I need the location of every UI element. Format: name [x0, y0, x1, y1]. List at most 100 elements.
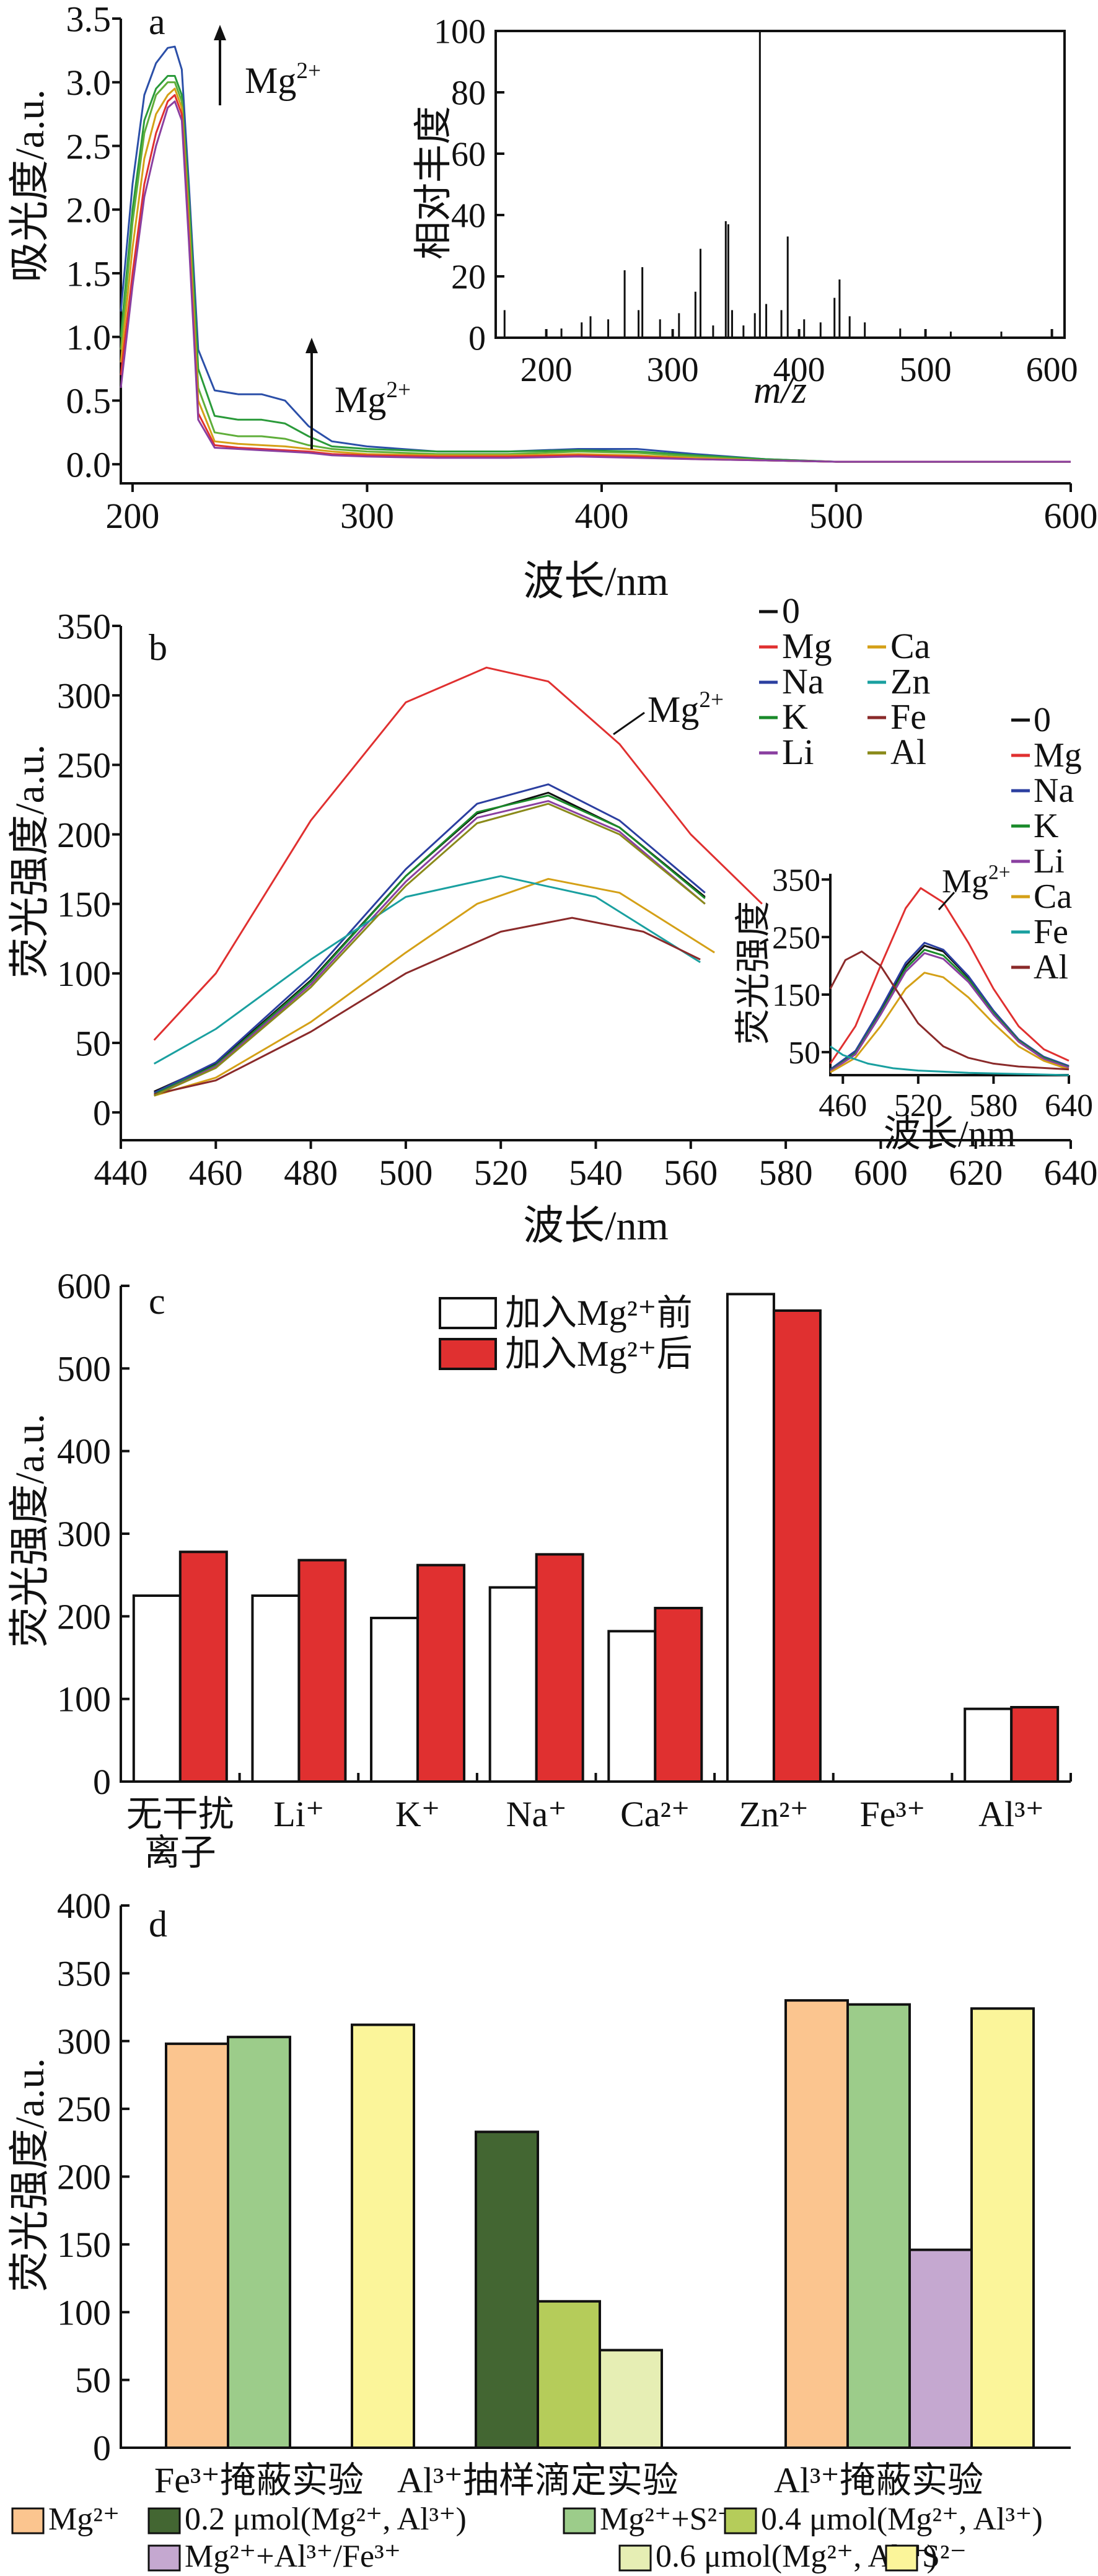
legend-label: Al [890, 732, 926, 772]
bar-after [297, 1558, 347, 1783]
x-tick-label: 560 [664, 1153, 718, 1193]
y-tick-label: 350 [57, 1953, 111, 1994]
absorbance-series-line [120, 87, 1071, 463]
category-label: Ca²⁺ [620, 1794, 690, 1834]
legend-label: K [782, 697, 808, 737]
bar-d [908, 2248, 973, 2449]
plot-axes [120, 626, 1071, 1141]
fluorescence-series-mg [153, 666, 763, 1041]
absorbance-series-line [120, 45, 1071, 463]
x-tick-label: 300 [340, 496, 394, 536]
x-tick-label: 440 [94, 1153, 148, 1193]
absorbance-series-line [120, 100, 1071, 463]
bar-d [599, 2349, 663, 2449]
y-tick-label: 0 [468, 320, 486, 358]
y-tick-label: 200 [57, 1596, 111, 1637]
category-label: Zn²⁺ [739, 1794, 809, 1834]
inset-mg-annotation: Mg2+ [942, 861, 1011, 900]
bar-after [772, 1309, 822, 1783]
bar-d [784, 1999, 849, 2449]
category-label: Al³⁺抽样滴定实验 [397, 2460, 679, 2500]
bar-before [251, 1594, 301, 1783]
y-axis-label: 荧光强度/a.u. [7, 2058, 53, 2292]
inset-legend-label: Al [1034, 948, 1068, 987]
x-tick-label: 500 [809, 496, 863, 536]
y-tick-label: 300 [57, 675, 111, 716]
mg-annotation-1: Mg2+ [245, 58, 321, 101]
fluorescence-series-al [154, 802, 706, 1097]
legend-swatch [439, 1297, 497, 1329]
bar-before [726, 1293, 775, 1783]
legend-label: Li [782, 732, 814, 772]
y-tick-label: 350 [57, 606, 111, 646]
legend-swatch [147, 2544, 181, 2572]
x-tick-label: 500 [379, 1153, 433, 1193]
bar-d [846, 2003, 911, 2449]
legend-swatch [11, 2507, 45, 2534]
bar-after [535, 1553, 584, 1783]
inset-series-mg [829, 887, 1069, 1065]
legend-swatch [147, 2507, 181, 2534]
legend-label: Mg²⁺+Al³⁺/Fe³⁺ [185, 2539, 401, 2574]
y-tick-label: 200 [57, 815, 111, 855]
plot-frame [494, 30, 1066, 339]
category-label: 无干扰 [126, 1794, 234, 1834]
bar-d [970, 2007, 1035, 2449]
inset-x-axis-label: m/z [753, 369, 807, 411]
inset-legend-label: 0 [1034, 701, 1051, 739]
y-tick-label: 50 [788, 1035, 820, 1071]
y-tick-label: 60 [451, 136, 486, 174]
x-tick-label: 640 [1044, 1153, 1098, 1193]
bar-after [178, 1550, 228, 1783]
x-tick-label: 620 [949, 1153, 1003, 1193]
y-axis-label: 荧光强度/a.u. [7, 1413, 53, 1648]
x-tick-label: 580 [759, 1153, 813, 1193]
legend-swatch [724, 2507, 757, 2534]
legend-label: Mg²⁺ [48, 2502, 120, 2537]
y-tick-label: 0.5 [66, 381, 112, 421]
legend-label: S²⁻ [922, 2539, 967, 2574]
mg-arrow-1-head [214, 25, 226, 40]
y-tick-label: 250 [57, 745, 111, 786]
legend-label: Ca [890, 626, 930, 666]
bar-after [1010, 1706, 1060, 1783]
y-tick-label: 600 [57, 1266, 111, 1306]
y-tick-label: 0 [93, 1092, 111, 1133]
bar-after [654, 1607, 703, 1783]
y-tick-label: 100 [57, 1679, 111, 1720]
y-tick-label: 50 [75, 2360, 111, 2401]
legend-label: Na [782, 661, 824, 701]
y-axis-label: 荧光强度 [733, 901, 773, 1045]
x-tick-label: 460 [189, 1153, 243, 1193]
x-axis-label: 波长/nm [523, 559, 669, 604]
inset-mg-leader [938, 892, 955, 910]
legend-label: Mg²⁺+S²⁻ [600, 2502, 734, 2537]
panel-label-b: b [149, 627, 167, 668]
bar-before [370, 1617, 419, 1783]
bar-after [416, 1563, 466, 1783]
y-tick-label: 150 [772, 978, 820, 1013]
x-tick-label: 400 [574, 496, 628, 536]
panel-label-a: a [149, 1, 165, 42]
bar-before [132, 1594, 182, 1783]
legend-label: 加入Mg²⁺后 [505, 1334, 693, 1374]
y-tick-label: 100 [434, 13, 486, 51]
plot-axes [829, 874, 1069, 1076]
absorbance-series-line [120, 75, 1071, 463]
x-tick-label: 460 [819, 1088, 867, 1123]
legend-swatch [618, 2544, 652, 2572]
y-axis-label: 相对丰度 [413, 106, 455, 260]
category-label: Na⁺ [506, 1794, 567, 1834]
y-tick-label: 400 [57, 1431, 111, 1472]
x-tick-label: 640 [1045, 1088, 1093, 1123]
y-tick-label: 100 [57, 2292, 111, 2332]
bar-d [351, 2023, 415, 2449]
legend-swatch [885, 2544, 918, 2572]
inset-legend-label: Na [1034, 771, 1074, 810]
category-label: Fe³⁺掩蔽实验 [154, 2460, 364, 2500]
y-tick-label: 250 [57, 2089, 111, 2129]
y-tick-label: 300 [57, 2021, 111, 2062]
fluorescence-series-na [154, 783, 706, 1094]
legend-label: 0.4 μmol(Mg²⁺, Al³⁺) [761, 2502, 1043, 2537]
